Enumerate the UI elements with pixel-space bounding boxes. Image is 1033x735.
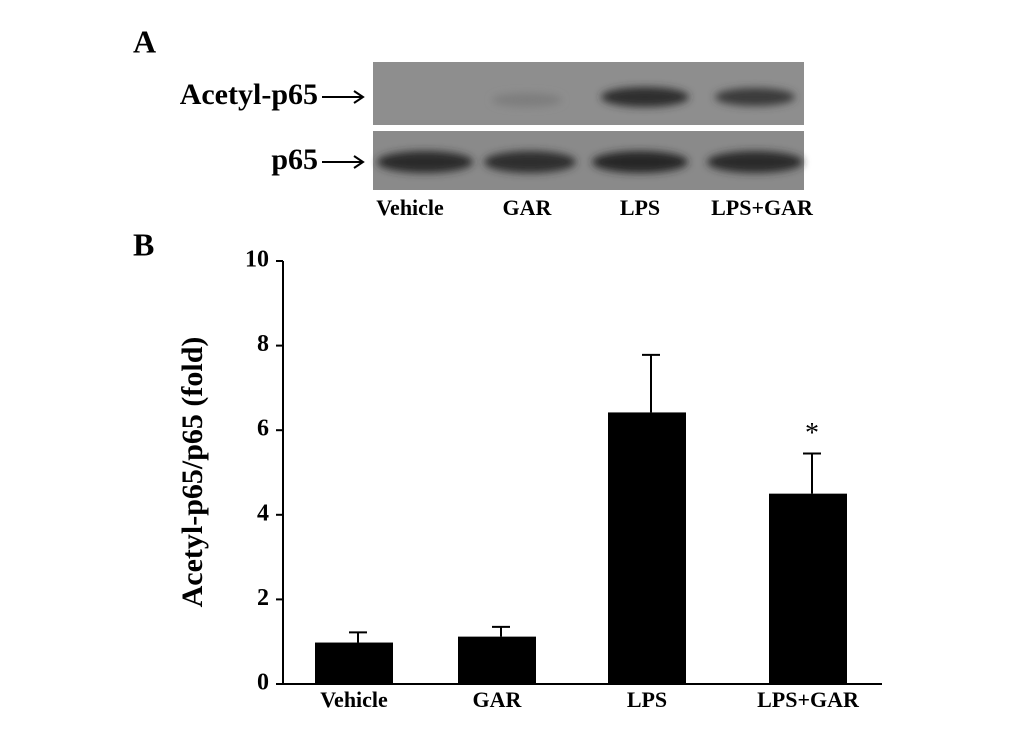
lane-label: LPS+GAR [711, 195, 814, 220]
panel-label: A [133, 23, 156, 59]
x-tick-label: GAR [473, 687, 523, 712]
blot [373, 62, 804, 190]
annotation: * [805, 418, 819, 449]
lane-label: Vehicle [376, 195, 444, 220]
y-tick-label: 2 [257, 585, 269, 611]
bar [458, 636, 536, 684]
y-tick-label: 10 [245, 247, 269, 273]
bar [769, 493, 847, 684]
y-tick-label: 8 [257, 331, 269, 357]
x-tick-label: LPS [627, 687, 667, 712]
arrows [322, 90, 365, 169]
lane-label: LPS [620, 195, 660, 220]
row-label: p65 [271, 143, 318, 176]
y-tick-label: 6 [257, 416, 269, 442]
y-axis-label: Acetyl-p65/p65 (fold) [176, 337, 209, 608]
lane-label: GAR [503, 195, 553, 220]
row-label: Acetyl-p65 [180, 78, 318, 111]
x-tick-label: LPS+GAR [757, 687, 860, 712]
bar [608, 412, 686, 684]
y-tick-label: 4 [257, 500, 269, 526]
bar [315, 642, 393, 684]
y-tick-label: 0 [257, 670, 269, 696]
x-tick-label: Vehicle [320, 687, 388, 712]
panel-label: B [133, 226, 154, 262]
